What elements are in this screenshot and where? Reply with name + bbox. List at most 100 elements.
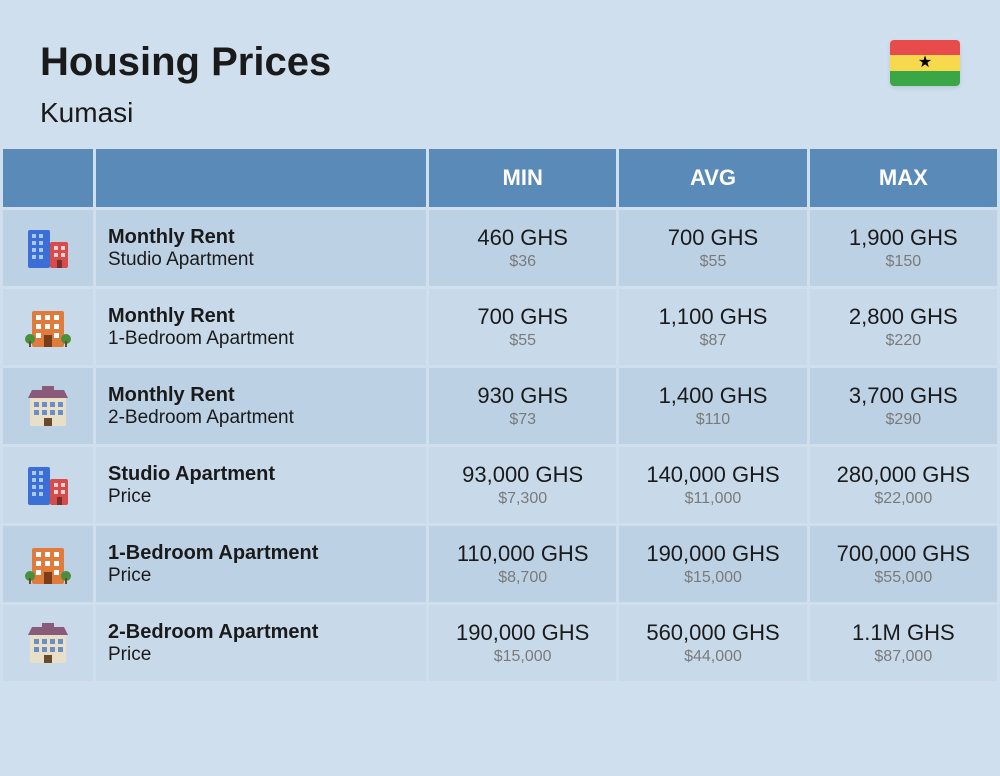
header: Housing Prices Kumasi ★ [0, 0, 1000, 149]
avg-ghs: 700 GHS [668, 225, 759, 251]
ghana-flag-icon: ★ [890, 40, 960, 86]
row-max-cell: 3,700 GHS $290 [810, 368, 997, 444]
min-ghs: 930 GHS [477, 383, 568, 409]
row-label-top: Monthly Rent [108, 226, 414, 249]
table-header-row: MIN AVG MAX [0, 149, 1000, 207]
max-usd: $55,000 [874, 569, 932, 587]
min-usd: $7,300 [498, 490, 547, 508]
row-label-cell: Studio ApartmentPrice [96, 447, 426, 523]
row-avg-cell: 1,400 GHS $110 [619, 368, 806, 444]
row-avg-cell: 700 GHS $55 [619, 210, 806, 286]
min-usd: $55 [509, 332, 536, 350]
row-label-top: Monthly Rent [108, 305, 414, 328]
row-label-cell: 1-Bedroom ApartmentPrice [96, 526, 426, 602]
th-label [96, 149, 426, 207]
th-max: MAX [810, 149, 997, 207]
max-ghs: 3,700 GHS [849, 383, 958, 409]
table-row: 2-Bedroom ApartmentPrice 190,000 GHS $15,0… [0, 605, 1000, 681]
max-usd: $220 [886, 332, 922, 350]
row-max-cell: 280,000 GHS$22,000 [810, 447, 997, 523]
th-icon [3, 149, 93, 207]
row-label-top: Monthly Rent [108, 384, 414, 407]
row-max-cell: 1,900 GHS $150 [810, 210, 997, 286]
min-usd: $73 [509, 411, 536, 429]
avg-usd: $11,000 [685, 490, 742, 508]
row-max-cell: 700,000 GHS $55,000 [810, 526, 997, 602]
table-row: Studio ApartmentPrice 93,000 GHS $7,300 140… [0, 447, 1000, 523]
avg-ghs: 1,400 GHS [659, 383, 768, 409]
row-min-cell: 190,000 GHS $15,000 [429, 605, 616, 681]
row-avg-cell: 1,100 GHS $87 [619, 289, 806, 365]
table-row: 1-Bedroom ApartmentPrice 110,000 GHS $8,70… [0, 526, 1000, 602]
row-icon-cell [3, 289, 93, 365]
max-ghs: 1,900 GHS [849, 225, 958, 251]
min-usd: $15,000 [494, 648, 552, 666]
row-icon-cell [3, 210, 93, 286]
avg-ghs: 140,000 GHS [646, 462, 779, 488]
min-ghs: 93,000 GHS [462, 462, 583, 488]
avg-ghs: 190,000 GHS [646, 541, 779, 567]
row-min-cell: 460 GHS $36 [429, 210, 616, 286]
pricing-table: MIN AVG MAX Monthly RentStudio Apartment… [0, 149, 1000, 681]
max-ghs: 700,000 GHS [837, 541, 970, 567]
table-row: Monthly Rent2-Bedroom Apartment 930 GHS $7… [0, 368, 1000, 444]
min-usd: $36 [509, 253, 536, 271]
row-avg-cell: 190,000 GHS $15,000 [619, 526, 806, 602]
avg-usd: $110 [696, 411, 730, 429]
th-min: MIN [429, 149, 616, 207]
flag-star-icon: ★ [918, 55, 932, 71]
avg-usd: $44,000 [684, 648, 742, 666]
row-icon-cell [3, 368, 93, 444]
min-ghs: 460 GHS [477, 225, 568, 251]
table-row: Monthly RentStudio Apartment 460 GHS $36 70… [0, 210, 1000, 286]
min-usd: $8,700 [498, 569, 547, 587]
onebed-building-icon [24, 540, 72, 588]
row-icon-cell [3, 526, 93, 602]
avg-ghs: 1,100 GHS [659, 304, 768, 330]
avg-usd: $15,000 [684, 569, 742, 587]
row-avg-cell: 140,000 GHS $11,000 [619, 447, 806, 523]
max-usd: $290 [886, 411, 922, 429]
table-row: Monthly Rent1-Bedroom Apartment 700 GHS $5… [0, 289, 1000, 365]
table-body: Monthly RentStudio Apartment460 GHS$3670… [0, 210, 1000, 681]
max-usd: $87,000 [874, 648, 932, 666]
row-min-cell: 110,000 GHS $8,700 [429, 526, 616, 602]
row-label-top: 1-Bedroom Apartment [108, 542, 414, 565]
th-avg: AVG [619, 149, 806, 207]
row-label-cell: 2-Bedroom ApartmentPrice [96, 605, 426, 681]
min-ghs: 700 GHS [477, 304, 568, 330]
row-label-bottom: Studio Apartment [108, 249, 414, 271]
onebed-building-icon [24, 303, 72, 351]
row-icon-cell [3, 605, 93, 681]
row-label-bottom: 1-Bedroom Apartment [108, 328, 414, 350]
row-avg-cell: 560,000 GHS $44,000 [619, 605, 806, 681]
row-label-bottom: Price [108, 486, 414, 508]
avg-usd: $87 [700, 332, 727, 350]
row-label-cell: Monthly RentStudio Apartment [96, 210, 426, 286]
row-min-cell: 930 GHS $73 [429, 368, 616, 444]
twobed-building-icon [24, 382, 72, 430]
studio-building-icon [24, 461, 72, 509]
max-ghs: 280,000 GHS [837, 462, 970, 488]
row-label-cell: Monthly Rent1-Bedroom Apartment [96, 289, 426, 365]
max-ghs: 2,800 GHS [849, 304, 958, 330]
max-usd: $150 [886, 253, 922, 271]
row-min-cell: 700 GHS $55 [429, 289, 616, 365]
row-label-top: Studio Apartment [108, 463, 414, 486]
avg-usd: $55 [700, 253, 727, 271]
max-ghs: 1.1M GHS [852, 620, 955, 646]
min-ghs: 190,000 GHS [456, 620, 589, 646]
min-ghs: 110,000 GHS [457, 541, 589, 567]
page-subtitle: Kumasi [40, 97, 960, 129]
row-icon-cell [3, 447, 93, 523]
avg-ghs: 560,000 GHS [646, 620, 779, 646]
row-label-bottom: Price [108, 565, 414, 587]
row-label-bottom: Price [108, 644, 414, 666]
row-min-cell: 93,000 GHS $7,300 [429, 447, 616, 523]
page-title: Housing Prices [40, 40, 960, 85]
row-label-cell: Monthly Rent2-Bedroom Apartment [96, 368, 426, 444]
row-label-top: 2-Bedroom Apartment [108, 621, 414, 644]
twobed-building-icon [24, 619, 72, 667]
studio-building-icon [24, 224, 72, 272]
row-max-cell: 2,800 GHS $220 [810, 289, 997, 365]
